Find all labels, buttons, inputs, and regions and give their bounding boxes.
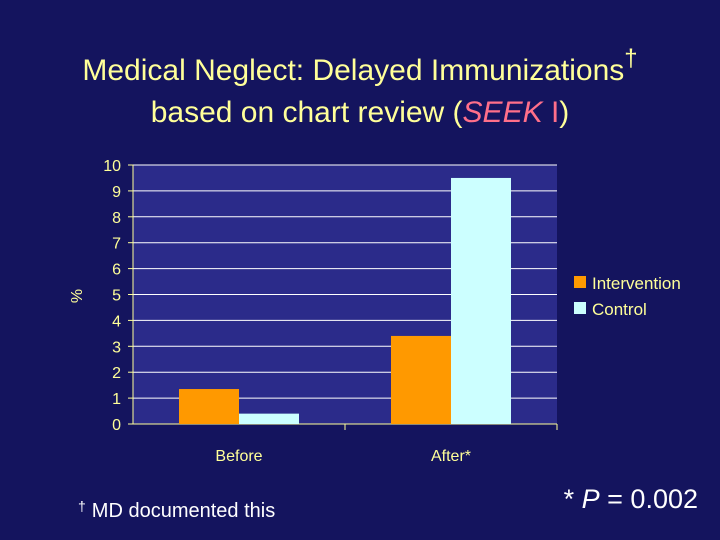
footnote-symbol: †	[78, 498, 86, 514]
y-tick-label: 7	[112, 236, 121, 253]
footnote-text: MD documented this	[91, 500, 276, 522]
footnote: † MD documented this	[78, 498, 275, 523]
title-line-2-suffix: )	[559, 96, 570, 129]
chart-title: Medical Neglect: Delayed Immunizations† …	[0, 38, 720, 134]
legend-label: Intervention	[592, 274, 681, 293]
bar-intervention	[179, 389, 239, 424]
p-value-suffix: = 0.002	[599, 484, 698, 514]
title-dagger: †	[624, 45, 638, 72]
p-value-prefix: *	[563, 484, 582, 514]
y-tick-label: 8	[112, 210, 121, 227]
y-tick-label: 2	[112, 365, 121, 382]
title-line-1: Medical Neglect: Delayed Immunizations†	[0, 38, 720, 92]
y-axis-label: %	[69, 289, 86, 303]
x-tick-label: After*	[431, 448, 471, 465]
y-tick-label: 9	[112, 184, 121, 201]
p-value-symbol: P	[581, 484, 600, 514]
bar-control	[451, 177, 511, 424]
title-roman: I	[550, 96, 560, 129]
x-tick-label: Before	[215, 448, 262, 465]
title-line-2-prefix: based on chart review (	[150, 96, 463, 129]
y-tick-label: 10	[103, 158, 121, 175]
title-line-2: based on chart review (SEEK I)	[0, 92, 720, 134]
title-seek: SEEK	[462, 96, 543, 129]
bar-control	[239, 413, 299, 424]
y-tick-label: 5	[112, 288, 121, 305]
y-tick-label: 1	[112, 391, 121, 408]
legend-label: Control	[592, 300, 647, 319]
y-tick-label: 6	[112, 262, 121, 279]
y-tick-label: 4	[112, 313, 121, 330]
y-tick-label: 0	[112, 417, 121, 434]
y-tick-label: 3	[112, 339, 121, 356]
p-value: * P = 0.002	[564, 484, 698, 515]
title-line-1-text: Medical Neglect: Delayed Immunizations	[82, 54, 625, 87]
bar-intervention	[391, 335, 451, 424]
legend-swatch	[574, 276, 586, 288]
legend-swatch	[574, 302, 586, 314]
